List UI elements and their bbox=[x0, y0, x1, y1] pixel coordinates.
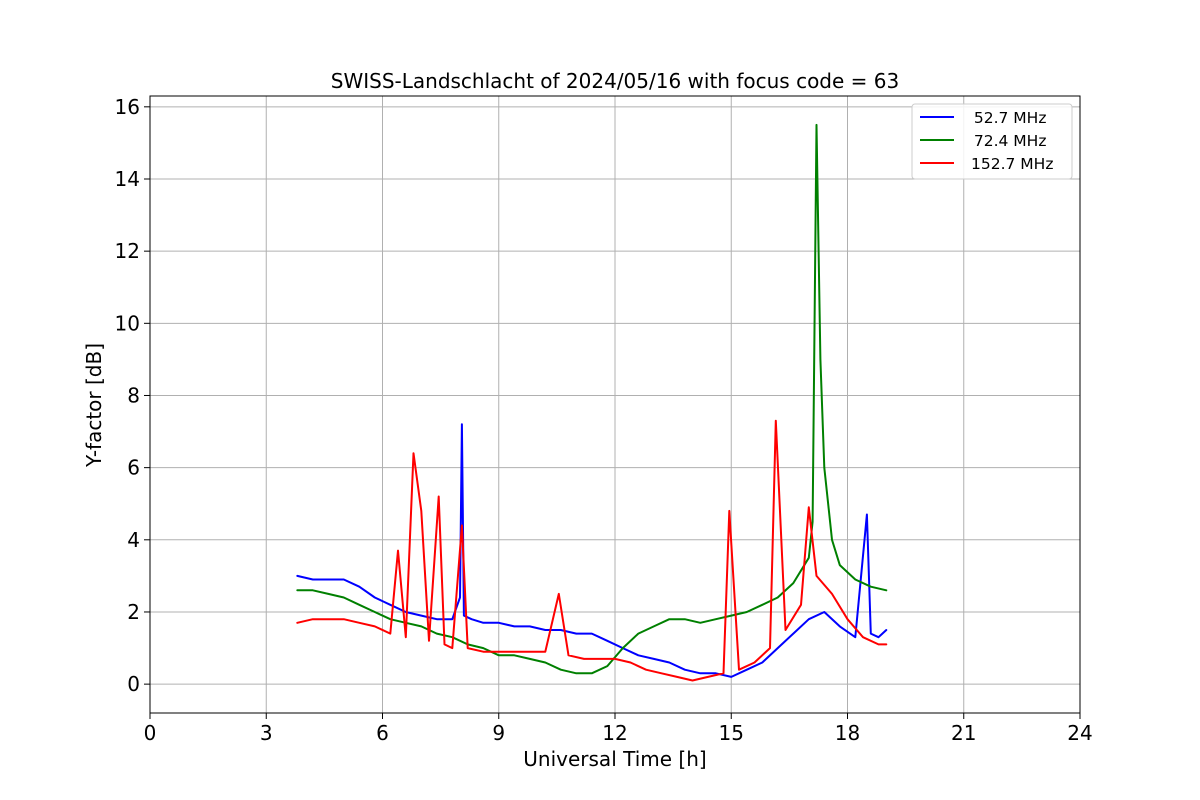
y-tick-label: 2 bbox=[127, 600, 140, 624]
x-tick-label: 3 bbox=[260, 721, 273, 745]
legend-entry-52-7: 52.7 MHz bbox=[920, 109, 1046, 127]
y-tick-label: 8 bbox=[127, 383, 140, 407]
series-line-0 bbox=[296, 423, 888, 678]
x-tick-label: 0 bbox=[144, 721, 157, 745]
legend-entry-72-4: 72.4 MHz bbox=[920, 132, 1046, 150]
x-tick-label: 15 bbox=[719, 721, 744, 745]
legend: 52.7 MHz 72.4 MHz 152.7 MHz bbox=[911, 103, 1073, 180]
y-tick-label: 6 bbox=[127, 456, 140, 480]
x-tick-label: 24 bbox=[1067, 721, 1092, 745]
x-tick-label: 9 bbox=[492, 721, 505, 745]
y-axis-label: Y-factor [dB] bbox=[82, 343, 106, 468]
y-tick-label: 4 bbox=[127, 528, 140, 552]
x-tick-label: 18 bbox=[835, 721, 860, 745]
y-tick-label: 0 bbox=[127, 672, 140, 696]
y-tick-label: 12 bbox=[115, 239, 140, 263]
x-axis-label: Universal Time [h] bbox=[523, 747, 706, 771]
y-tick-label: 16 bbox=[115, 95, 140, 119]
legend-entry-152-7: 152.7 MHz bbox=[920, 155, 1053, 173]
legend-label: 72.4 MHz bbox=[964, 132, 1046, 150]
x-tick-label: 21 bbox=[951, 721, 976, 745]
x-tick-label: 6 bbox=[376, 721, 389, 745]
legend-label: 52.7 MHz bbox=[964, 109, 1046, 127]
y-tick-label: 10 bbox=[115, 311, 140, 335]
x-tick-label: 12 bbox=[602, 721, 627, 745]
legend-label: 152.7 MHz bbox=[971, 155, 1053, 173]
y-tick-label: 14 bbox=[115, 167, 140, 191]
series-line-2 bbox=[296, 419, 888, 682]
legend-box bbox=[911, 103, 1073, 180]
series-layer bbox=[296, 123, 888, 682]
chart-title: SWISS-Landschlacht of 2024/05/16 with fo… bbox=[331, 69, 899, 93]
